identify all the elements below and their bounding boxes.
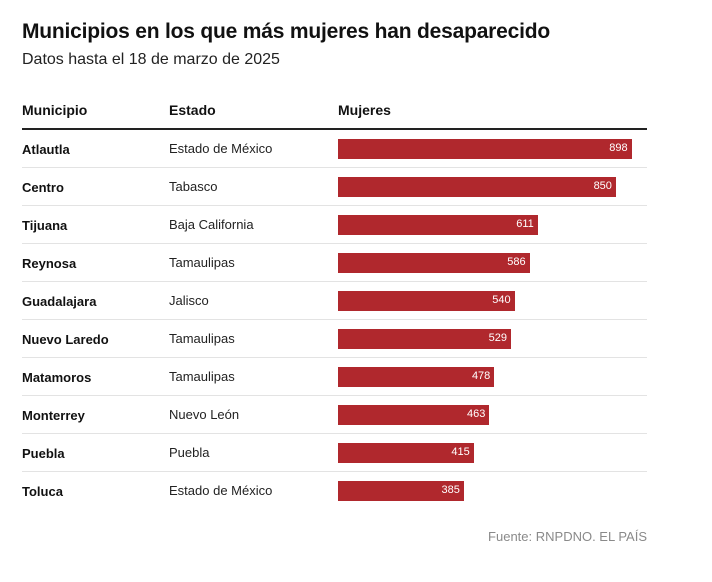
column-header-mujeres: Mujeres <box>338 102 391 118</box>
bar-mujeres: 611 <box>338 215 538 235</box>
bar-mujeres: 540 <box>338 291 515 311</box>
estado-cell: Jalisco <box>169 293 209 308</box>
bar-value-label: 898 <box>609 142 628 154</box>
bar-cell: 540 <box>338 291 647 311</box>
bar-cell: 478 <box>338 367 647 387</box>
table-row: Toluca Estado de México 385 <box>22 472 647 510</box>
data-table: Municipio Estado Mujeres Atlautla Estado … <box>22 96 647 510</box>
estado-cell: Nuevo León <box>169 407 240 422</box>
table-row: Reynosa Tamaulipas 586 <box>22 244 647 282</box>
table-row: Guadalajara Jalisco 540 <box>22 282 647 320</box>
municipio-cell: Matamoros <box>22 370 92 385</box>
bar-cell: 586 <box>338 253 647 273</box>
bar-value-label: 850 <box>593 180 612 192</box>
municipio-cell: Tijuana <box>22 218 68 233</box>
municipio-cell: Centro <box>22 180 64 195</box>
column-header-estado: Estado <box>169 102 216 118</box>
municipio-cell: Atlautla <box>22 142 70 157</box>
municipio-cell: Guadalajara <box>22 294 97 309</box>
bar-value-label: 611 <box>516 218 534 230</box>
chart-title: Municipios en los que más mujeres han de… <box>22 20 550 43</box>
estado-cell: Estado de México <box>169 141 273 156</box>
estado-cell: Tabasco <box>169 179 218 194</box>
bar-mujeres: 850 <box>338 177 616 197</box>
table-row: Centro Tabasco 850 <box>22 168 647 206</box>
bar-cell: 529 <box>338 329 647 349</box>
estado-cell: Tamaulipas <box>169 369 235 384</box>
bar-cell: 385 <box>338 481 647 501</box>
estado-cell: Baja California <box>169 217 254 232</box>
table-header: Municipio Estado Mujeres <box>22 96 647 130</box>
estado-cell: Puebla <box>169 445 210 460</box>
bar-cell: 415 <box>338 443 647 463</box>
table-row: Tijuana Baja California 611 <box>22 206 647 244</box>
source-note: Fuente: RNPDNO. EL PAÍS <box>488 529 647 544</box>
chart-subtitle: Datos hasta el 18 de marzo de 2025 <box>22 51 280 68</box>
municipio-cell: Monterrey <box>22 408 85 423</box>
bar-value-label: 540 <box>492 294 511 306</box>
bar-mujeres: 463 <box>338 405 490 425</box>
bar-cell: 463 <box>338 405 647 425</box>
bar-cell: 611 <box>338 215 647 235</box>
bar-value-label: 385 <box>441 484 460 496</box>
estado-cell: Tamaulipas <box>169 331 235 346</box>
bar-value-label: 463 <box>467 408 486 420</box>
bar-cell: 850 <box>338 177 647 197</box>
table-row: Monterrey Nuevo León 463 <box>22 396 647 434</box>
estado-cell: Estado de México <box>169 483 273 498</box>
estado-cell: Tamaulipas <box>169 255 235 270</box>
table-body: Atlautla Estado de México 898 Centro Tabasco… <box>22 130 647 510</box>
municipio-cell: Reynosa <box>22 256 77 271</box>
bar-mujeres: 529 <box>338 329 511 349</box>
bar-value-label: 529 <box>488 332 507 344</box>
bar-value-label: 478 <box>471 370 491 382</box>
table-row: Atlautla Estado de México 898 <box>22 130 647 168</box>
bar-value-label: 586 <box>507 256 526 268</box>
bar-mujeres: 586 <box>338 253 530 273</box>
bar-value-label: 415 <box>451 446 470 458</box>
table-row: Nuevo Laredo Tamaulipas 529 <box>22 320 647 358</box>
column-header-municipio: Municipio <box>22 102 88 118</box>
bar-mujeres: 415 <box>338 443 474 463</box>
municipio-cell: Puebla <box>22 446 65 461</box>
table-row: Puebla Puebla 415 <box>22 434 647 472</box>
bar-mujeres: 478 <box>338 367 495 387</box>
table-row: Matamoros Tamaulipas 478 <box>22 358 647 396</box>
bar-mujeres: 385 <box>338 481 464 501</box>
municipio-cell: Nuevo Laredo <box>22 332 109 347</box>
municipio-cell: Toluca <box>22 484 63 499</box>
bar-mujeres: 898 <box>338 139 632 159</box>
bar-cell: 898 <box>338 139 647 159</box>
